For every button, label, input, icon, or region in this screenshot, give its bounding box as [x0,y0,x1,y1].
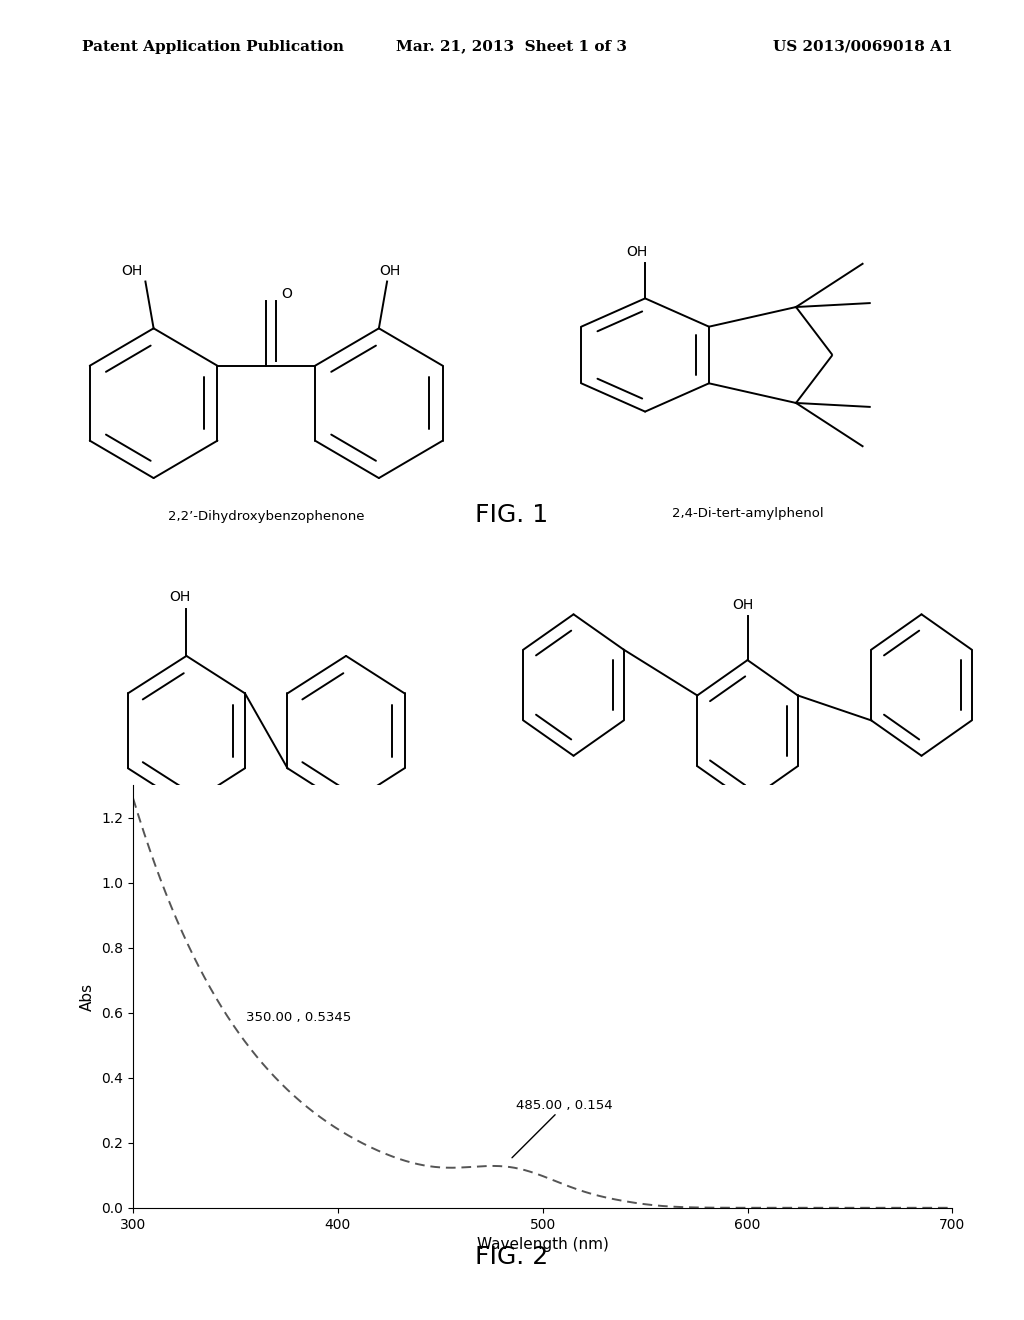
Y-axis label: Abs: Abs [80,982,94,1011]
Text: Mar. 21, 2013  Sheet 1 of 3: Mar. 21, 2013 Sheet 1 of 3 [396,40,628,54]
Text: FIG. 2: FIG. 2 [475,1245,549,1269]
Text: OH: OH [379,264,400,279]
Text: 485.00 , 0.154: 485.00 , 0.154 [512,1100,612,1158]
Text: OH: OH [170,590,190,605]
Text: OH: OH [121,264,142,279]
Text: 2,6-Diphenylphenol: 2,6-Diphenylphenol [682,853,813,866]
Text: FIG. 1: FIG. 1 [475,503,549,527]
Text: 2,4-Di-tert-amylphenol: 2,4-Di-tert-amylphenol [672,507,823,520]
Text: 2,2’-Dihydroxybenzophenone: 2,2’-Dihydroxybenzophenone [168,510,365,523]
Text: OH: OH [627,246,648,259]
Text: Patent Application Publication: Patent Application Publication [82,40,344,54]
Text: 2-Propylphenol: 2-Propylphenol [216,853,316,866]
X-axis label: Wavelength (nm): Wavelength (nm) [477,1237,608,1253]
Text: OH: OH [732,598,754,612]
Text: O: O [282,288,293,301]
Text: 350.00 , 0.5345: 350.00 , 0.5345 [246,1011,351,1024]
Text: US 2013/0069018 A1: US 2013/0069018 A1 [773,40,952,54]
